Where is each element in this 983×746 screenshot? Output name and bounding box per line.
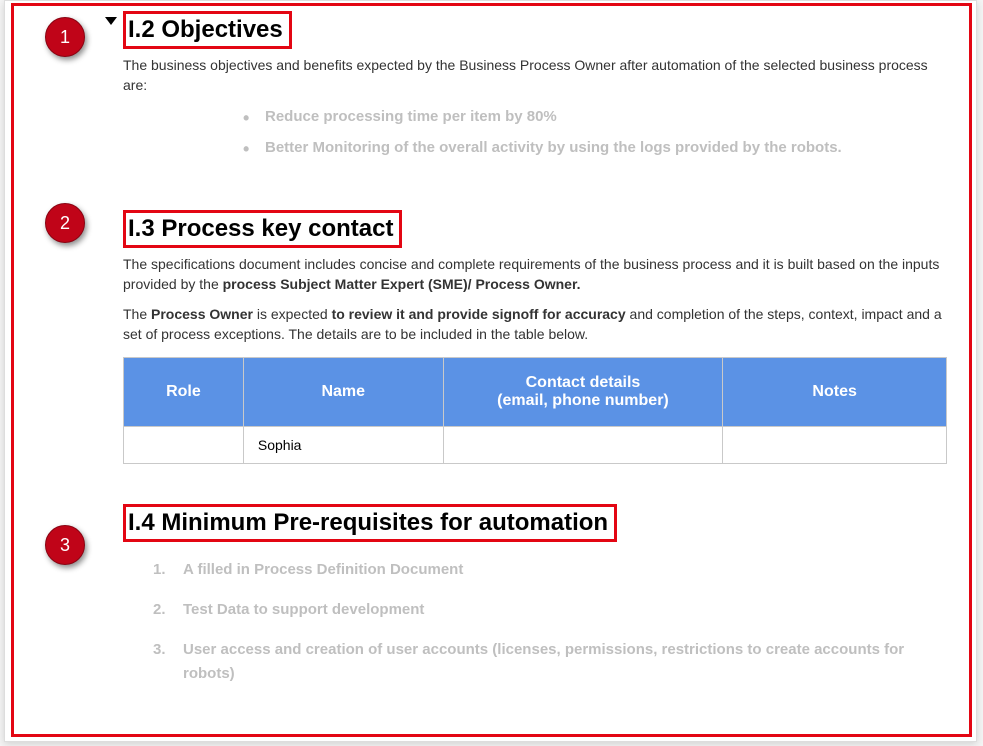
table-row: Sophia [124,426,947,463]
contact-paragraph-2: The Process Owner is expected to review … [123,304,953,345]
heading-objectives: I.2 Objectives [126,14,289,46]
document-page: 1 2 3 I.2 Objectives The business object… [4,0,977,742]
bullet-item: Reduce processing time per item by 80% [243,108,953,125]
cell-notes[interactable] [723,426,947,463]
annotation-badge-2: 2 [45,203,85,243]
text-fragment: The [123,306,151,322]
collapse-caret-icon[interactable] [105,17,117,25]
text-fragment: is expected [253,306,332,322]
objectives-bullet-list: Reduce processing time per item by 80% B… [243,108,953,156]
th-name: Name [243,357,443,426]
annotation-badge-3: 3 [45,525,85,565]
th-role: Role [124,357,244,426]
heading-highlight-box: I.4 Minimum Pre-requisites for automatio… [123,504,617,542]
heading-highlight-box: I.2 Objectives [123,11,292,49]
th-contact-line1: Contact details [526,374,641,391]
section-objectives: I.2 Objectives The business objectives a… [123,11,953,156]
th-notes: Notes [723,357,947,426]
bullet-item: Better Monitoring of the overall activit… [243,139,953,156]
text-bold-fragment: Process Owner [151,306,253,322]
th-contact-line2: (email, phone number) [497,392,669,409]
cell-contact[interactable] [443,426,723,463]
contact-paragraph-1: The specifications document includes con… [123,254,953,295]
annotation-badge-1: 1 [45,17,85,57]
heading-process-key-contact: I.3 Process key contact [126,213,399,245]
th-contact: Contact details (email, phone number) [443,357,723,426]
cell-role[interactable] [124,426,244,463]
list-item: Test Data to support development [153,598,953,622]
contact-table: Role Name Contact details (email, phone … [123,357,947,464]
objectives-intro: The business objectives and benefits exp… [123,55,953,96]
text-bold-fragment: to review it and provide signoff for acc… [332,306,626,322]
prerequisites-list: A filled in Process Definition Document … [153,558,953,686]
table-header-row: Role Name Contact details (email, phone … [124,357,947,426]
document-content: I.2 Objectives The business objectives a… [123,11,953,716]
heading-highlight-box: I.3 Process key contact [123,210,402,248]
cell-name[interactable]: Sophia [243,426,443,463]
list-item: User access and creation of user account… [153,638,953,686]
section-prerequisites: I.4 Minimum Pre-requisites for automatio… [123,504,953,686]
heading-prerequisites: I.4 Minimum Pre-requisites for automatio… [126,507,614,539]
section-process-key-contact: I.3 Process key contact The specificatio… [123,210,953,464]
list-item: A filled in Process Definition Document [153,558,953,582]
text-bold-fragment: process Subject Matter Expert (SME)/ Pro… [223,276,581,292]
